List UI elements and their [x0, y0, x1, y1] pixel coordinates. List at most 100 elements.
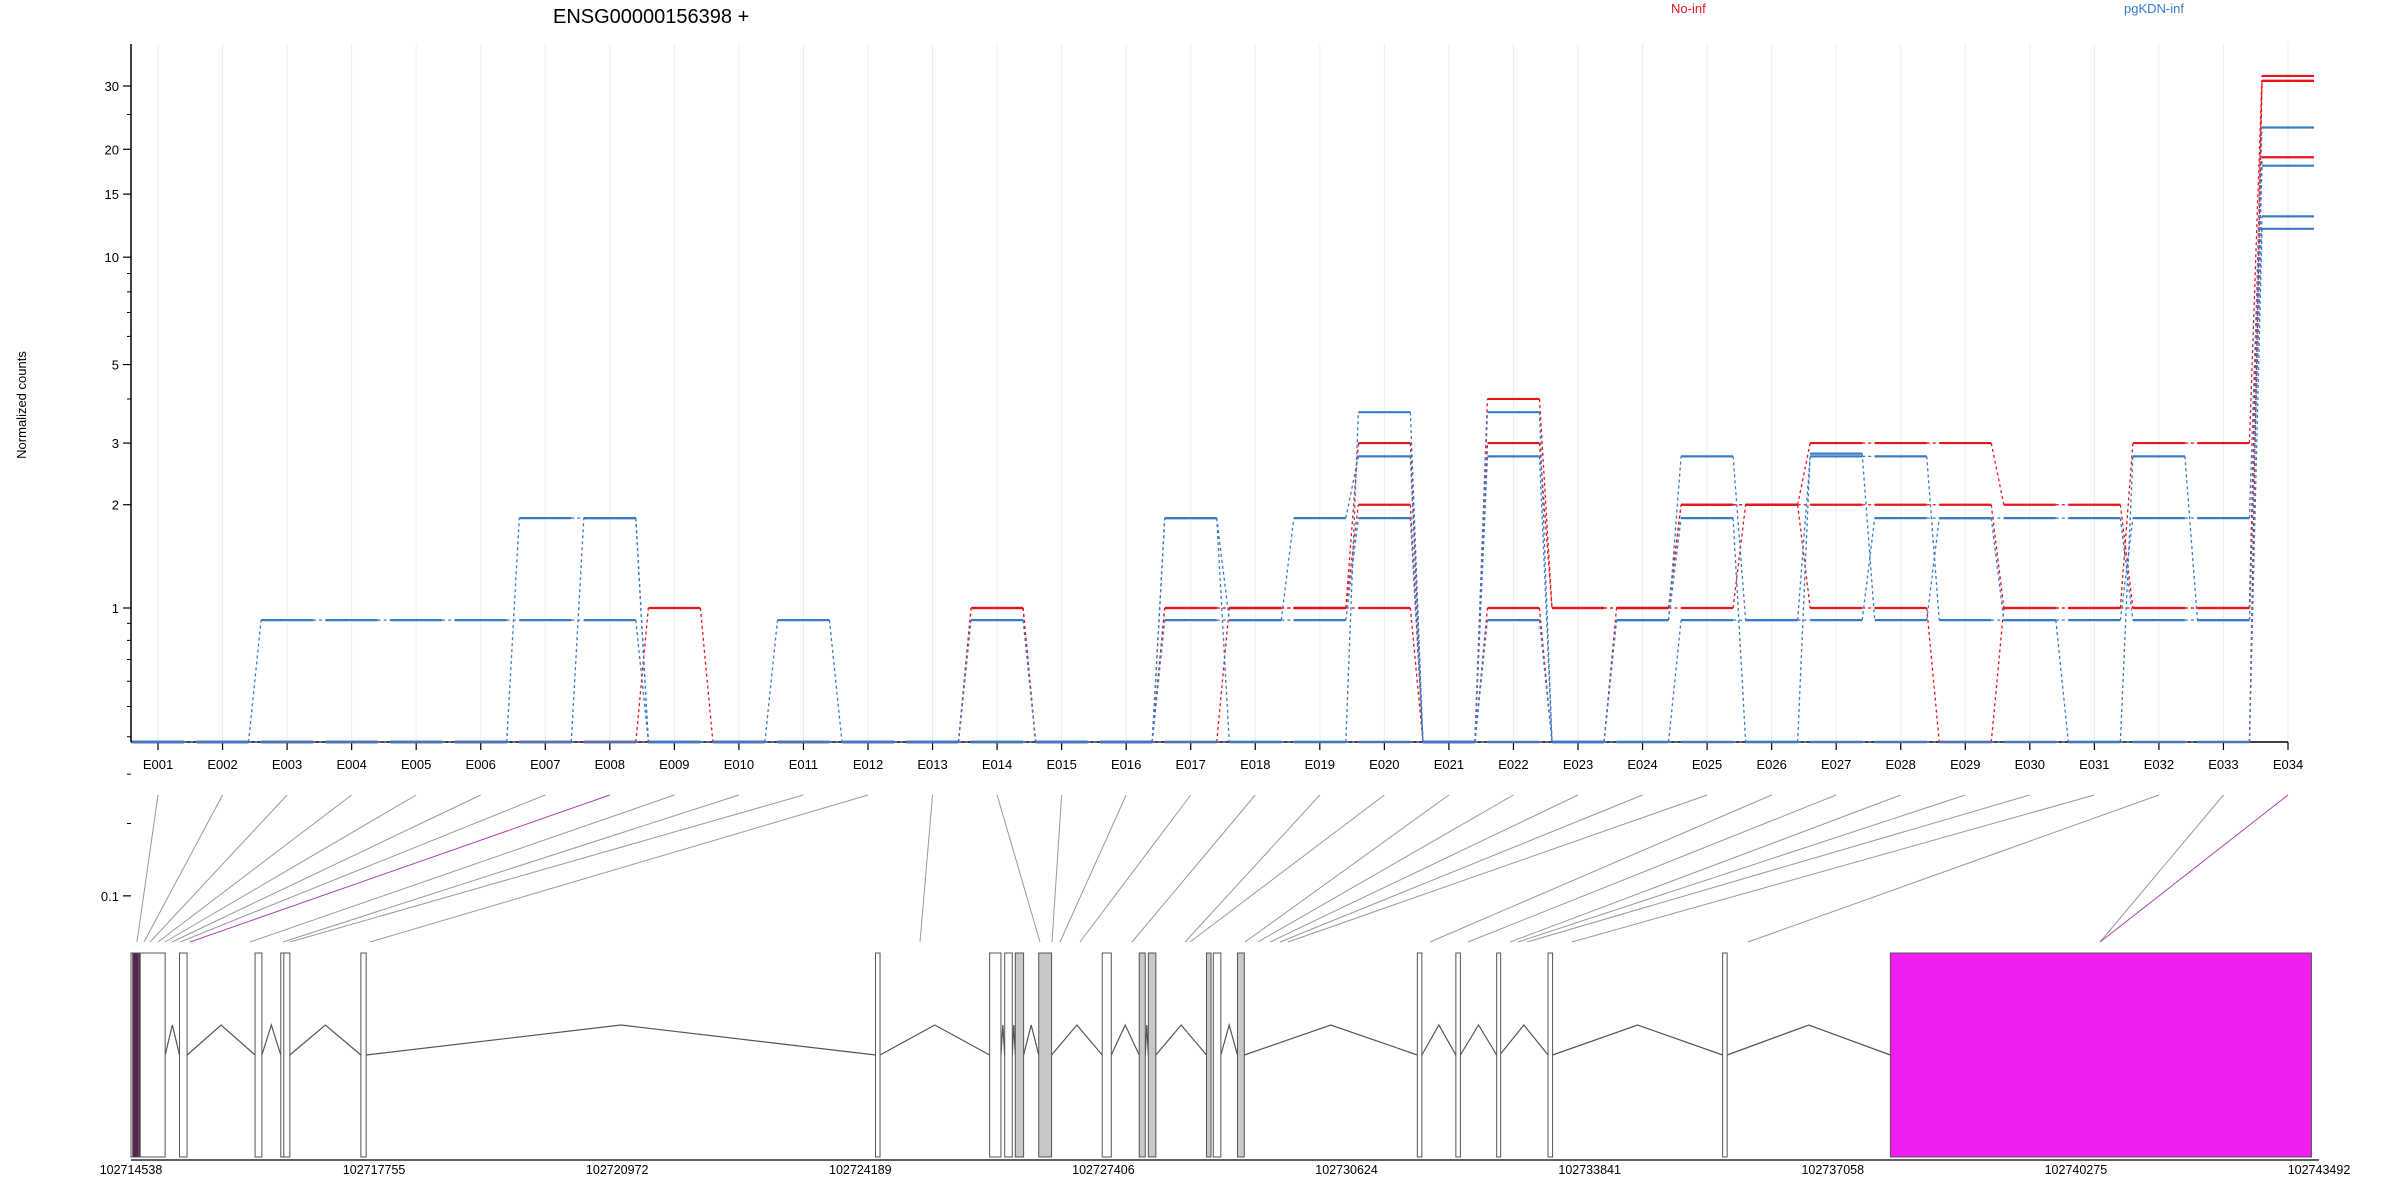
x-tick-label: E028 — [1886, 757, 1916, 772]
connector — [1280, 518, 1295, 621]
connector — [635, 620, 650, 743]
x-tick-label: E029 — [1950, 757, 1980, 772]
exon-connector-e026 — [1429, 794, 1772, 943]
connector — [1861, 518, 1876, 621]
exon — [1138, 952, 1146, 1158]
connector — [2119, 456, 2134, 743]
connector — [247, 620, 262, 743]
genomic-tick-label: 102737058 — [1801, 1163, 1864, 1177]
x-tick-label: E002 — [207, 757, 237, 772]
exon-connector-e005 — [164, 794, 417, 943]
x-tick-label: E021 — [1434, 757, 1464, 772]
x-tick-label: E015 — [1046, 757, 1076, 772]
intron — [186, 1024, 256, 1056]
connector — [1409, 412, 1424, 743]
exon — [1455, 952, 1461, 1158]
connector — [1216, 607, 1230, 743]
intron — [1011, 1024, 1016, 1056]
connector — [1990, 442, 2005, 505]
connector — [2119, 518, 2134, 621]
exon-connector-e019 — [1184, 794, 1321, 943]
exon-connector-e028 — [1509, 794, 1901, 943]
connector — [2248, 228, 2263, 743]
intron — [879, 1024, 990, 1056]
connector — [1667, 504, 1682, 609]
y-axis: 0.1 1 2 3 5 10 15 20 30 — [101, 44, 132, 904]
exon-connector-e025 — [1287, 794, 1708, 943]
y-tick-label: 10 — [105, 250, 119, 265]
connector — [1861, 453, 1876, 621]
connector — [1538, 412, 1553, 743]
y-axis-label: Normalized counts — [14, 351, 29, 459]
exon-connector-e021 — [1244, 794, 1450, 943]
x-tick-label: E010 — [724, 757, 754, 772]
x-tick-label: E006 — [466, 757, 496, 772]
connector — [1990, 607, 2005, 743]
connector — [1926, 456, 1940, 621]
exon-connector-e007 — [179, 794, 546, 943]
connector — [828, 620, 843, 743]
legend-pgkdn-inf: pgKDN-inf — [2124, 1, 2184, 16]
exon — [989, 952, 1002, 1158]
exon — [132, 952, 140, 1158]
exon-connector-e014 — [996, 794, 1041, 943]
connector — [570, 518, 585, 743]
y-tick-label: 20 — [105, 142, 119, 157]
plot-series — [132, 74, 2314, 744]
exon-connector-e010 — [282, 794, 740, 943]
exon — [1547, 952, 1554, 1158]
exon-connector-e034 — [2099, 794, 2289, 943]
connector — [764, 620, 779, 743]
x-tick-label: E026 — [1756, 757, 1786, 772]
legend-no-inf: No-inf — [1671, 1, 1706, 16]
connector — [1474, 398, 1489, 743]
connector — [1667, 504, 1682, 609]
exon-connector-e012 — [369, 794, 869, 943]
connector — [1151, 518, 1166, 743]
x-tick-label: E014 — [982, 757, 1012, 772]
exon-connector-e003 — [149, 794, 288, 943]
connector — [1538, 398, 1553, 609]
x-tick-label: E018 — [1240, 757, 1270, 772]
y-tick-label: 0.1 — [101, 889, 119, 904]
exon-connector-e015 — [1051, 794, 1063, 943]
exon-connector-e020 — [1189, 794, 1385, 943]
connector — [1796, 442, 1811, 505]
x-tick-label: E022 — [1498, 757, 1528, 772]
exon — [254, 952, 263, 1158]
x-tick-label: E008 — [595, 757, 625, 772]
intron — [1144, 1024, 1149, 1056]
connector — [1474, 620, 1489, 743]
x-tick-label: E004 — [336, 757, 366, 772]
exon-highlight — [1889, 952, 2312, 1158]
genomic-tick-label: 102743492 — [2288, 1163, 2351, 1177]
exon — [179, 952, 188, 1158]
connector — [1409, 607, 1424, 743]
connector — [699, 607, 714, 743]
genomic-tick-label: 102717755 — [343, 1163, 406, 1177]
y-tick-label: 2 — [112, 498, 119, 513]
intron — [1051, 1024, 1103, 1056]
x-tick-label: E024 — [1627, 757, 1657, 772]
genomic-tick-label: 102740275 — [2045, 1163, 2108, 1177]
connector — [1667, 456, 1682, 621]
x-tick-label: E011 — [789, 757, 818, 772]
connector — [1603, 620, 1618, 743]
intron — [1552, 1024, 1723, 1056]
intron — [1110, 1023, 1140, 1056]
exon-connector-e031 — [1571, 794, 2095, 943]
connector — [1538, 456, 1553, 743]
intron — [164, 1024, 181, 1056]
genomic-tick-label: 102720972 — [586, 1163, 649, 1177]
connector — [2119, 504, 2134, 609]
exon — [1014, 952, 1025, 1158]
connector — [1345, 456, 1360, 519]
connector — [635, 518, 650, 743]
connector — [2248, 75, 2263, 444]
exon-connector-e008 — [189, 794, 610, 943]
exon-connector-e032 — [1747, 794, 2160, 943]
connector — [1796, 504, 1811, 609]
connector — [2055, 620, 2070, 743]
intron — [1726, 1024, 1891, 1056]
exon-connectors — [136, 794, 2289, 943]
